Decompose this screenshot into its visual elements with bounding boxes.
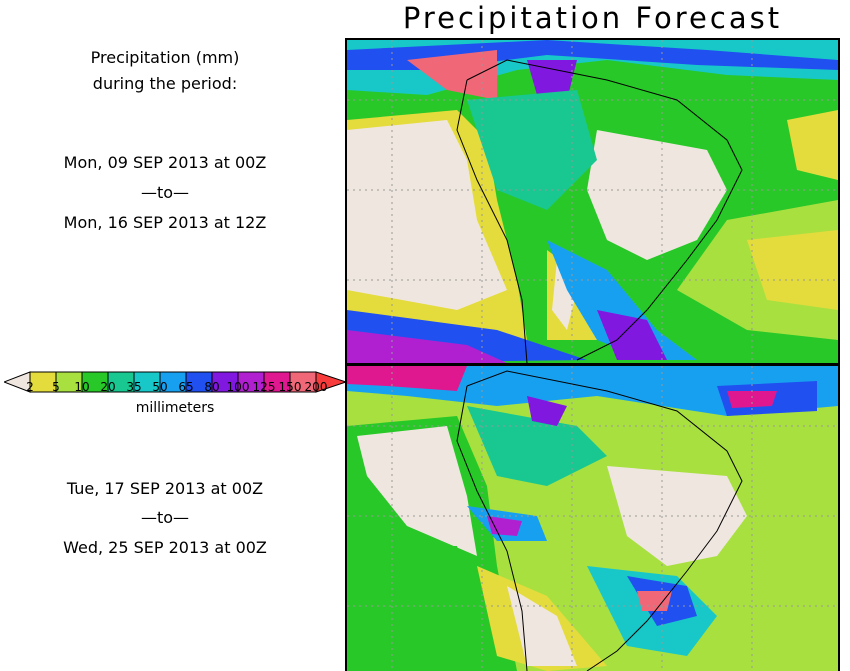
map-period1 <box>345 38 840 365</box>
period2-end: Wed, 25 SEP 2013 at 00Z <box>63 538 267 557</box>
header-line-1: Precipitation (mm) <box>90 48 240 67</box>
legend-tick-label: 50 <box>152 380 168 394</box>
legend-tick-label: 10 <box>74 380 90 394</box>
legend-tick-label: 150 <box>278 380 302 394</box>
legend-tick-label: 20 <box>100 380 116 394</box>
period1-start: Mon, 09 SEP 2013 at 00Z <box>63 153 267 172</box>
legend-tick-label: 65 <box>178 380 194 394</box>
period2-start: Tue, 17 SEP 2013 at 00Z <box>66 479 264 498</box>
legend-tick-label: 35 <box>126 380 142 394</box>
legend-tick-label: 125 <box>252 380 276 394</box>
legend-unit: millimeters <box>135 400 215 416</box>
precip-color-bar <box>4 371 346 393</box>
legend-tick-label: 200 <box>304 380 328 394</box>
legend-tick-label: 80 <box>204 380 220 394</box>
period1-separator: —to— <box>140 183 190 202</box>
page-title: Precipitation Forecast <box>402 1 783 35</box>
period1-end: Mon, 16 SEP 2013 at 12Z <box>63 213 267 232</box>
legend-tick-label: 5 <box>52 380 60 394</box>
period2-separator: —to— <box>140 508 190 527</box>
legend-tick-label: 2 <box>26 380 34 394</box>
legend-above-arrow <box>315 371 346 393</box>
legend-tick-label: 100 <box>226 380 250 394</box>
map-period2 <box>345 364 840 671</box>
header-line-2: during the period: <box>92 74 238 93</box>
